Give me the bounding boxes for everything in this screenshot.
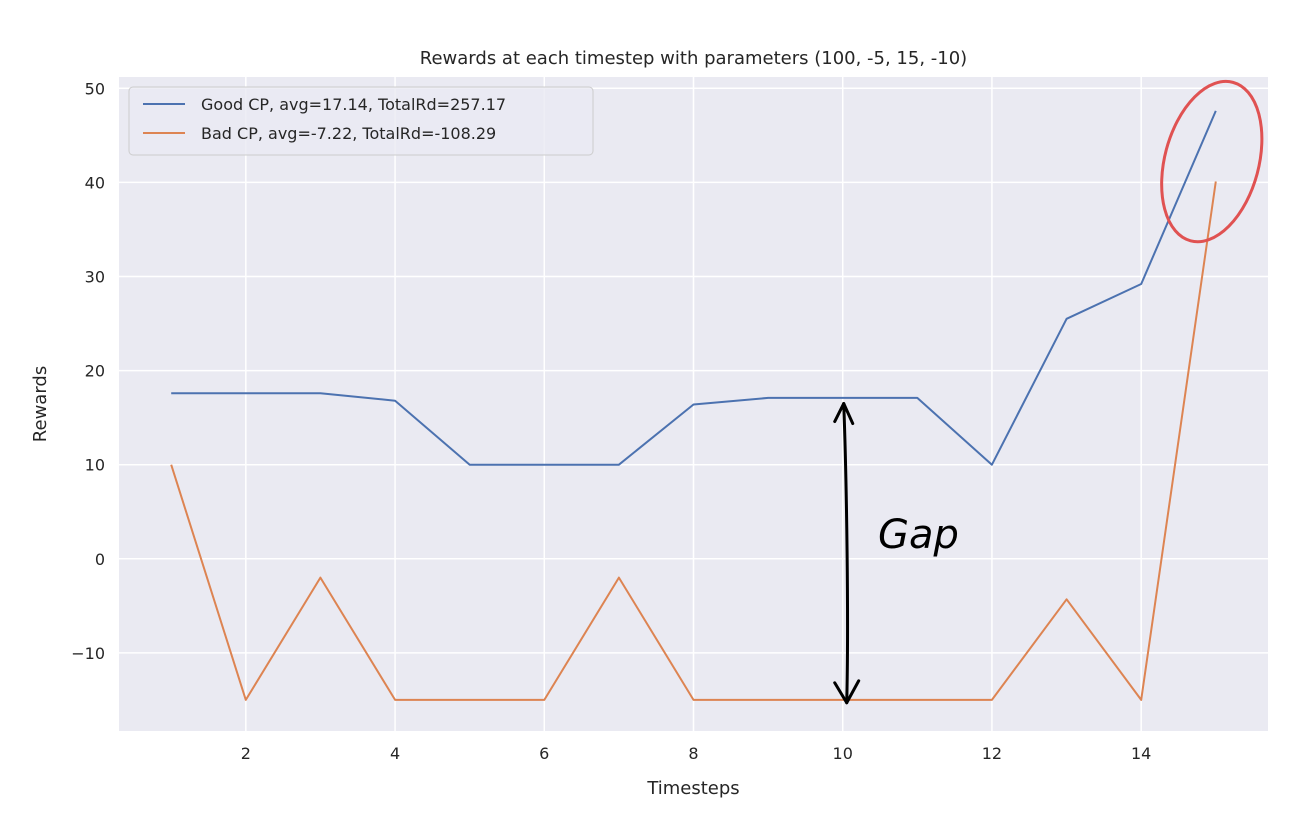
y-tick-label: 20 <box>85 362 105 381</box>
y-tick-label: −10 <box>71 644 105 663</box>
series-lines <box>170 110 1217 701</box>
gap-arrowheads <box>833 402 861 705</box>
chart-title: Rewards at each timestep with parameters… <box>420 48 967 69</box>
x-tick-label: 8 <box>688 744 698 763</box>
x-axis-label: Timesteps <box>646 778 739 799</box>
y-tick-label: 50 <box>85 79 105 98</box>
x-tick-label: 14 <box>1131 744 1151 763</box>
grid-lines <box>119 77 1268 731</box>
legend: Good CP, avg=17.14, TotalRd=257.17 Bad C… <box>128 86 594 156</box>
y-tick-label: 40 <box>85 173 105 192</box>
x-tick-label: 4 <box>390 744 400 763</box>
y-tick-label: 0 <box>95 550 105 569</box>
x-tick-label: 2 <box>241 744 251 763</box>
y-tick-labels: −10 0 10 20 30 40 50 <box>71 79 105 663</box>
x-tick-labels: 2 4 6 8 10 12 14 <box>241 744 1152 763</box>
y-tick-label: 30 <box>85 267 105 286</box>
legend-label-bad-cp: Bad CP, avg=-7.22, TotalRd=-108.29 <box>201 124 496 143</box>
gap-annotation-text: Gap <box>878 512 959 558</box>
x-tick-label: 6 <box>539 744 549 763</box>
gap-double-arrow <box>842 402 850 705</box>
legend-box <box>128 86 594 156</box>
series-line-1 <box>170 181 1217 701</box>
series-line-0 <box>171 110 1217 466</box>
x-tick-label: 10 <box>833 744 853 763</box>
annotations: Gap <box>833 79 1264 705</box>
legend-label-good-cp: Good CP, avg=17.14, TotalRd=257.17 <box>201 95 506 114</box>
y-tick-label: 10 <box>85 456 105 475</box>
highlight-ellipse <box>1160 79 1264 244</box>
x-tick-label: 12 <box>982 744 1002 763</box>
y-axis-label: Rewards <box>30 366 51 442</box>
